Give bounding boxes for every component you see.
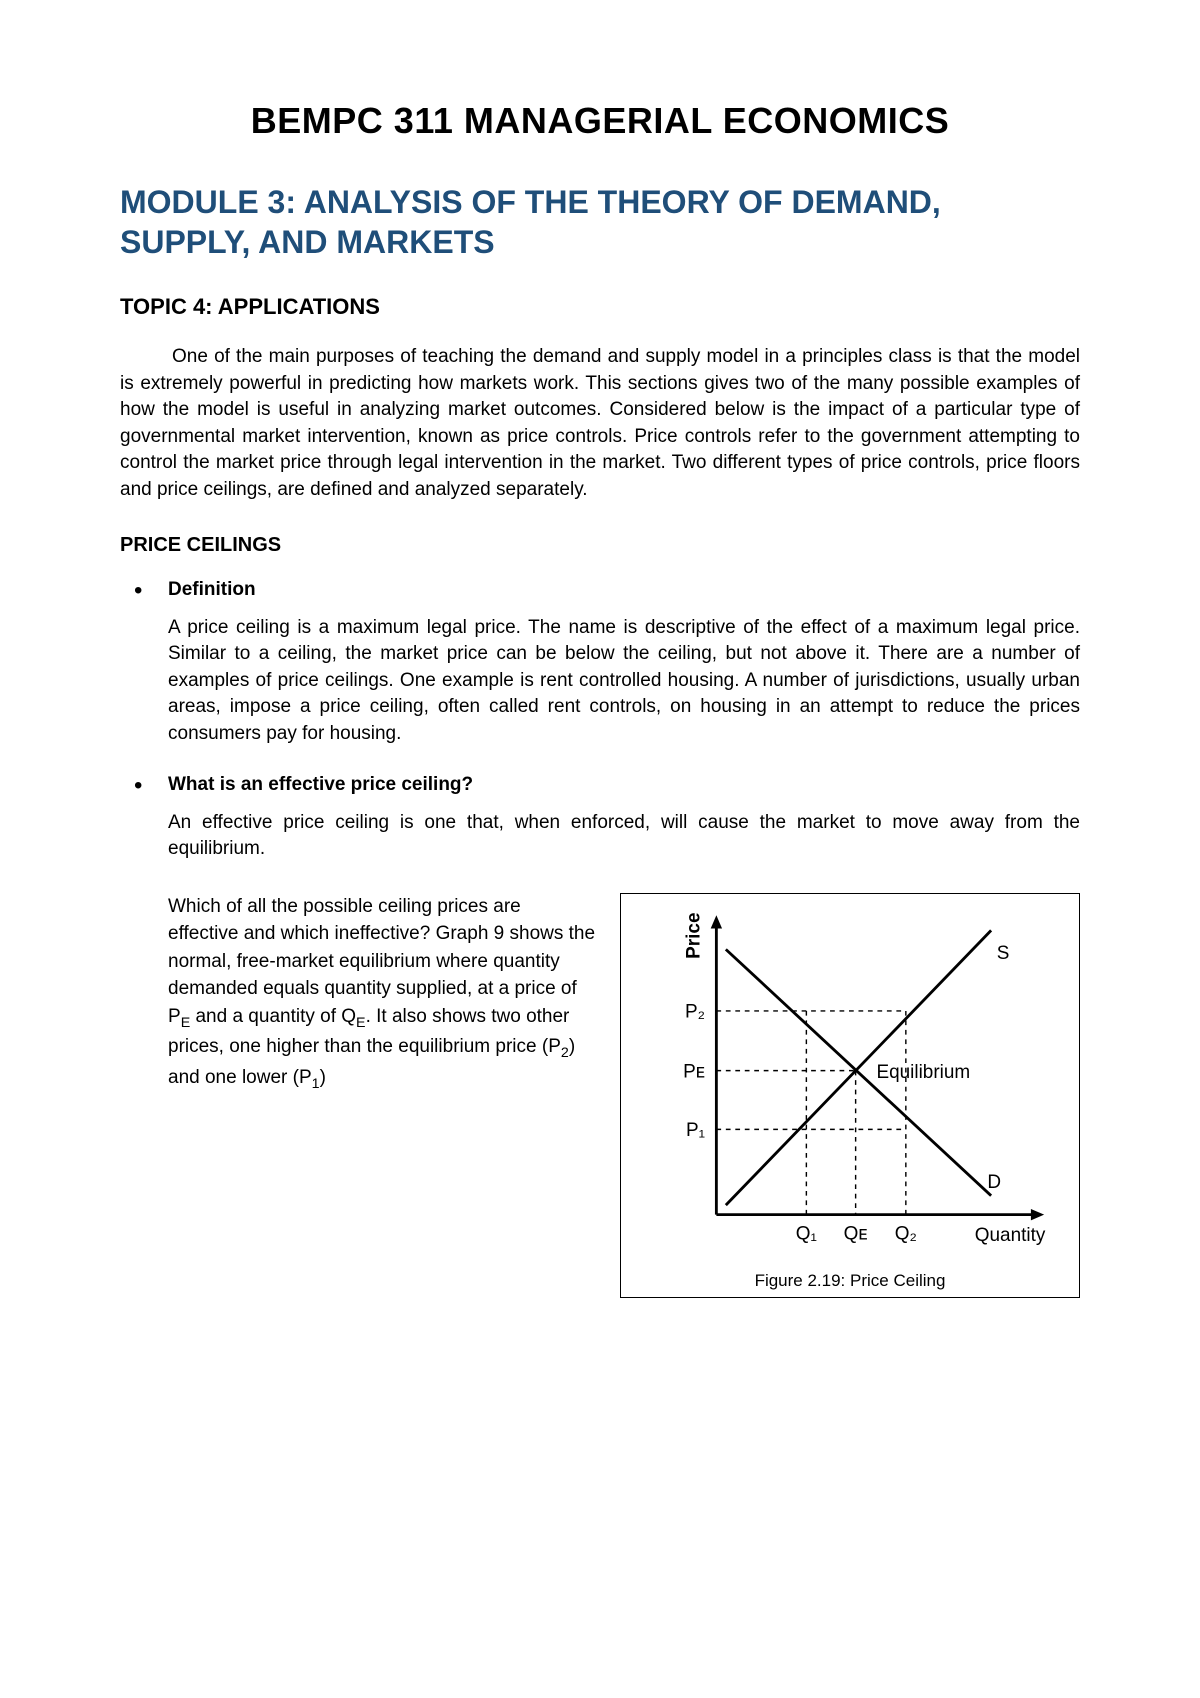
subscript: E: [181, 1015, 191, 1031]
list-item: What is an effective price ceiling? An e…: [120, 774, 1080, 863]
svg-text:P₁: P₁: [686, 1120, 705, 1141]
svg-text:Equilibrium: Equilibrium: [876, 1062, 970, 1083]
text-figure-row: Which of all the possible ceiling prices…: [120, 893, 1080, 1298]
module-title: MODULE 3: ANALYSIS OF THE THEORY OF DEMA…: [120, 182, 1080, 262]
svg-text:Price: Price: [683, 912, 704, 958]
svg-text:Q₁: Q₁: [796, 1223, 817, 1244]
inline-paragraph: Which of all the possible ceiling prices…: [168, 893, 596, 1095]
subscript: 1: [312, 1076, 320, 1092]
text-run: and a quantity of Q: [190, 1006, 356, 1027]
course-title: BEMPC 311 MANAGERIAL ECONOMICS: [120, 100, 1080, 142]
document-page: BEMPC 311 MANAGERIAL ECONOMICS MODULE 3:…: [0, 0, 1200, 1358]
topic-title: TOPIC 4: APPLICATIONS: [120, 294, 1080, 320]
figure-box: Price Quantity P₂ Pᴇ P₁ Q₁ Qᴇ Q₂ S D Equilibrium F…: [620, 893, 1080, 1298]
svg-text:P₂: P₂: [685, 1001, 705, 1022]
intro-paragraph: One of the main purposes of teaching the…: [120, 344, 1080, 504]
text-run: ): [320, 1067, 326, 1088]
figure-caption: Figure 2.19: Price Ceiling: [629, 1271, 1071, 1291]
bullet-heading: What is an effective price ceiling?: [168, 774, 1080, 796]
bullet-body: An effective price ceiling is one that, …: [168, 810, 1080, 863]
bullet-body: A price ceiling is a maximum legal price…: [168, 615, 1080, 748]
bullet-heading: Definition: [168, 579, 1080, 601]
svg-text:Qᴇ: Qᴇ: [844, 1223, 868, 1244]
bullet-list: Definition A price ceiling is a maximum …: [120, 579, 1080, 863]
svg-text:D: D: [987, 1172, 1001, 1193]
list-item: Definition A price ceiling is a maximum …: [120, 579, 1080, 748]
section-heading: PRICE CEILINGS: [120, 534, 1080, 557]
svg-text:Quantity: Quantity: [975, 1225, 1046, 1246]
svg-text:Pᴇ: Pᴇ: [683, 1061, 705, 1082]
svg-text:S: S: [997, 943, 1010, 964]
svg-text:Q₂: Q₂: [895, 1223, 917, 1244]
subscript: 2: [561, 1045, 569, 1061]
subscript: E: [356, 1015, 366, 1031]
price-ceiling-chart: Price Quantity P₂ Pᴇ P₁ Q₁ Qᴇ Q₂ S D Equilibrium: [629, 902, 1069, 1262]
